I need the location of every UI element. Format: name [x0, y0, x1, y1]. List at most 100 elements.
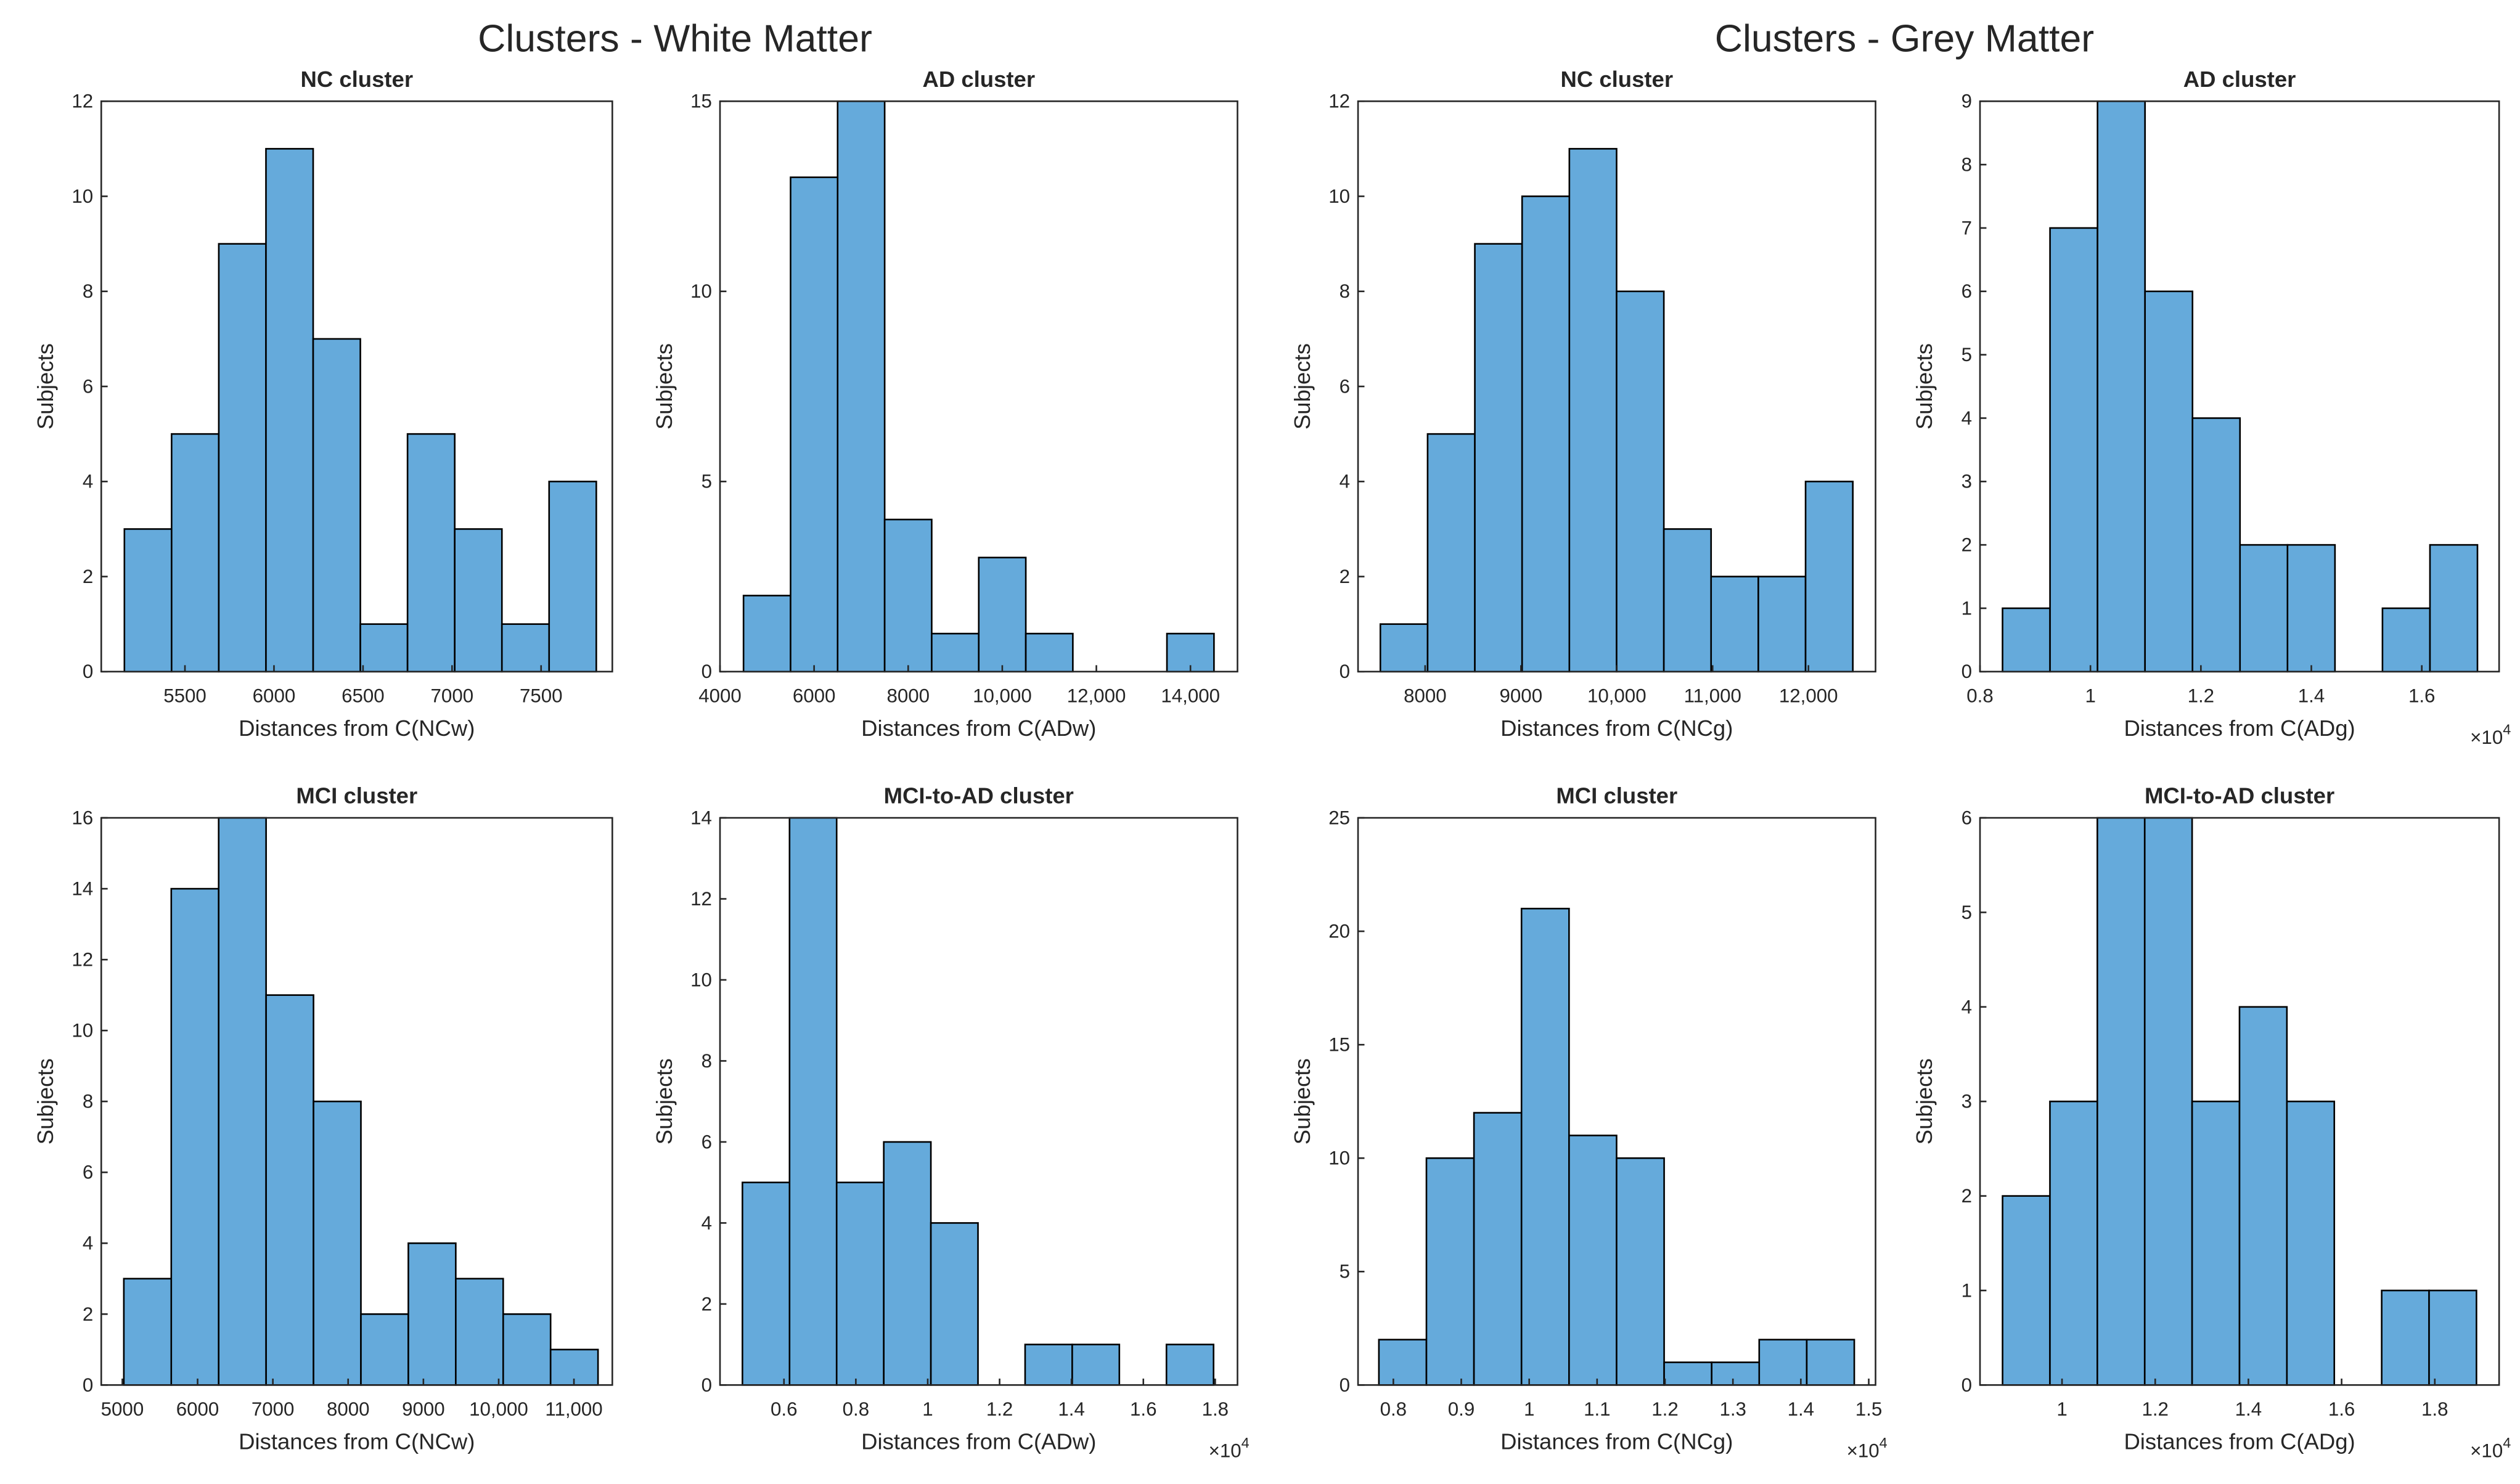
x-tick-label: 8000 [327, 1398, 370, 1420]
y-tick-label: 5 [1340, 1261, 1350, 1282]
y-tick-label: 4 [83, 471, 93, 492]
bar [2097, 100, 2146, 673]
axes-box [719, 817, 1238, 1386]
bar [406, 433, 456, 673]
bar [1710, 576, 1759, 673]
bar [359, 623, 409, 673]
x-axis-label: Distances from C(NCw) [239, 716, 475, 741]
bar [502, 1313, 552, 1386]
bar [883, 518, 933, 673]
bar [1425, 1157, 1475, 1386]
bar [454, 528, 503, 673]
y-tick-label: 10 [690, 969, 712, 990]
multiplier-exponent: 4 [1242, 1435, 1250, 1451]
x-tick-label: 10,000 [973, 685, 1032, 706]
x-tick-label: 1.2 [2142, 1398, 2168, 1420]
x-tick-label: 5000 [101, 1398, 144, 1420]
x-tick-label: 1.6 [2328, 1398, 2355, 1420]
x-multiplier: ×104 [2470, 721, 2511, 748]
bar [2002, 1195, 2051, 1386]
y-tick-label: 9 [1962, 91, 1972, 112]
x-tick-label: 0.8 [1380, 1398, 1407, 1420]
x-tick-label: 10,000 [1587, 685, 1647, 706]
x-tick-label: 14,000 [1161, 685, 1220, 706]
panel-title: AD cluster [922, 67, 1035, 92]
y-tick-label: 2 [1962, 1185, 1972, 1207]
bar [2097, 817, 2146, 1386]
bar [2239, 544, 2289, 673]
x-tick-label: 0.6 [771, 1398, 797, 1420]
x-axis-label: Distances from C(ADw) [861, 1429, 1096, 1454]
y-axis-label: Subjects [33, 1058, 58, 1144]
y-tick-label: 3 [1962, 1091, 1972, 1112]
bar [1663, 1361, 1712, 1386]
bar [1568, 148, 1618, 673]
bar [1071, 1343, 1121, 1386]
y-tick-label: 14 [72, 878, 93, 900]
bar [2144, 290, 2194, 673]
y-tick-label: 1 [1962, 1279, 1972, 1301]
y-tick-label: 5 [702, 471, 712, 492]
x-axis-label: Distances from C(ADg) [2124, 716, 2355, 741]
y-tick-label: 15 [1328, 1034, 1350, 1056]
y-tick-label: 0 [1340, 661, 1350, 682]
bar [790, 176, 839, 673]
y-tick-label: 5 [1962, 344, 1972, 365]
bar [123, 528, 173, 673]
panel: 5000 6000 7000 8000 9000 10,000 11,000 0 2 4 6 8 10 1… [33, 783, 613, 1454]
x-multiplier: ×104 [1209, 1435, 1250, 1462]
x-tick-label: 1.2 [986, 1398, 1013, 1420]
y-tick-label: 8 [83, 280, 93, 302]
y-tick-label: 4 [83, 1233, 93, 1254]
x-axis-label: Distances from C(NCg) [1500, 716, 1733, 741]
y-tick-label: 8 [1340, 280, 1350, 302]
y-tick-label: 4 [1340, 471, 1350, 492]
x-tick-label: 12,000 [1067, 685, 1126, 706]
y-axis-label: Subjects [1290, 1058, 1315, 1144]
multiplier-base: ×10 [1847, 1440, 1880, 1462]
x-tick-label: 1.6 [1130, 1398, 1156, 1420]
y-tick-label: 12 [72, 949, 93, 971]
y-tick-label: 10 [690, 280, 712, 302]
bar [265, 148, 314, 673]
panel: 8000 9000 10,000 11,000 12,000 0 2 4 6 8 10 12 NC cl… [1290, 67, 1876, 741]
y-tick-label: 8 [1962, 154, 1972, 176]
x-tick-label: 7000 [252, 1398, 295, 1420]
y-tick-label: 0 [1962, 661, 1972, 682]
y-tick-label: 10 [1328, 1148, 1350, 1169]
panel: 4000 6000 8000 10,000 12,000 14,000 0 5 10 15 AD c… [652, 67, 1238, 741]
bar [1426, 433, 1476, 673]
bar [2429, 544, 2479, 673]
panel: 1 1.2 1.4 1.6 1.8 0 1 2 3 4 5 6 MCI-to-AD cluster Dis… [1912, 783, 2511, 1462]
x-axis-label: Distances from C(ADw) [861, 716, 1096, 741]
bar [1474, 243, 1523, 673]
bar [1757, 576, 1807, 673]
y-tick-label: 0 [1962, 1374, 1972, 1396]
bar [455, 1278, 504, 1386]
bar [1568, 1135, 1618, 1386]
x-tick-label: 1.2 [2188, 685, 2214, 706]
x-tick-label: 1.4 [2235, 1398, 2262, 1420]
y-tick-label: 2 [1340, 566, 1350, 587]
x-tick-label: 1 [2056, 1398, 2067, 1420]
x-tick-label: 1.4 [1788, 1398, 1814, 1420]
bar [1165, 1343, 1214, 1386]
y-tick-label: 25 [1328, 807, 1350, 828]
y-tick-label: 0 [83, 661, 93, 682]
bar [1616, 290, 1665, 673]
multiplier-base: ×10 [2470, 727, 2503, 748]
y-tick-label: 10 [1328, 186, 1350, 207]
suptitle: Clusters - Grey Matter [1715, 17, 2094, 60]
bar [1025, 632, 1074, 673]
axes-box [1357, 817, 1876, 1386]
bar [2191, 417, 2241, 673]
bar [742, 1181, 791, 1386]
x-tick-label: 8000 [1404, 685, 1447, 706]
bar [312, 338, 361, 673]
bar [1378, 1339, 1428, 1386]
bar [1804, 480, 1854, 673]
y-tick-label: 7 [1962, 217, 1972, 238]
y-tick-label: 2 [83, 1303, 93, 1325]
x-tick-label: 6500 [342, 685, 385, 706]
